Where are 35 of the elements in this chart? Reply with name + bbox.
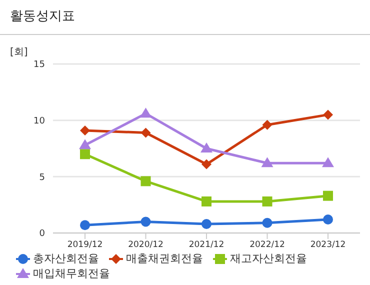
x-tick-label: 2019/12	[67, 240, 103, 250]
point	[202, 218, 212, 229]
x-tick-label: 2020/12	[128, 240, 164, 250]
point	[262, 218, 272, 228]
point	[140, 216, 151, 227]
point	[140, 176, 151, 186]
legend-label: 매출채권회전율	[126, 251, 203, 266]
point	[140, 108, 152, 118]
x-tick-label: 2022/12	[250, 240, 285, 250]
point	[202, 159, 212, 170]
y-tick-label: 0	[39, 229, 46, 240]
legend-label: 총자산회전율	[33, 251, 99, 266]
point	[80, 149, 90, 160]
point	[323, 214, 333, 224]
point	[140, 128, 151, 138]
y-axis-title: [회]	[10, 46, 28, 59]
legend-label: 재고자산회전율	[230, 251, 307, 266]
chart-title: 활동성지표	[0, 0, 370, 35]
y-tick-label: 15	[34, 60, 45, 70]
point	[323, 190, 333, 201]
y-tick-label: 10	[34, 116, 46, 127]
point	[262, 120, 272, 130]
point	[80, 220, 90, 230]
x-tick-label: 2023/12	[310, 240, 346, 250]
legend-label: 매입채무회전율	[33, 266, 110, 281]
point	[322, 157, 334, 168]
point	[261, 157, 274, 168]
point	[200, 142, 212, 152]
point	[262, 196, 272, 206]
point	[79, 139, 91, 150]
point	[323, 110, 333, 120]
y-tick-label: 5	[39, 172, 45, 183]
point	[80, 125, 90, 136]
x-tick-label: 2021/12	[188, 240, 224, 250]
point	[202, 196, 212, 206]
